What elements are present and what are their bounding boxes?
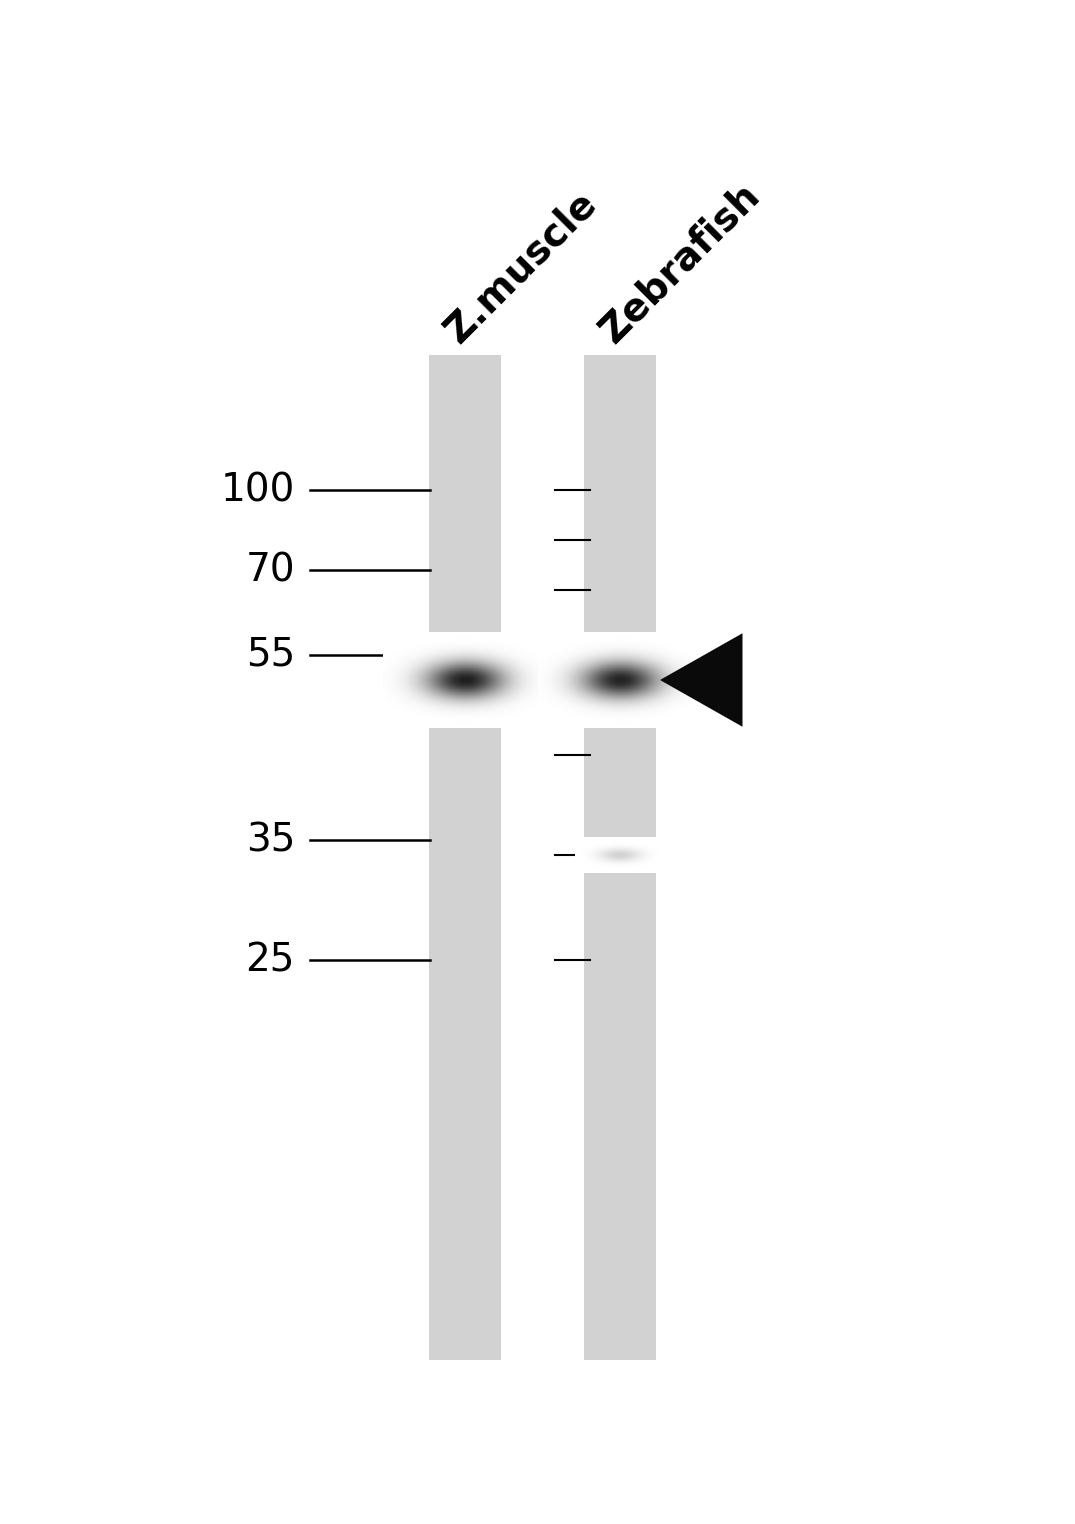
Polygon shape <box>660 634 743 727</box>
Text: 55: 55 <box>246 636 295 674</box>
Bar <box>429 355 501 1359</box>
Text: 70: 70 <box>245 552 295 588</box>
Text: 25: 25 <box>245 940 295 978</box>
Text: Z.muscle: Z.muscle <box>439 184 604 351</box>
Text: 100: 100 <box>220 471 295 509</box>
Bar <box>584 355 656 1359</box>
Text: 35: 35 <box>245 821 295 860</box>
Text: Zebrafish: Zebrafish <box>593 175 768 351</box>
